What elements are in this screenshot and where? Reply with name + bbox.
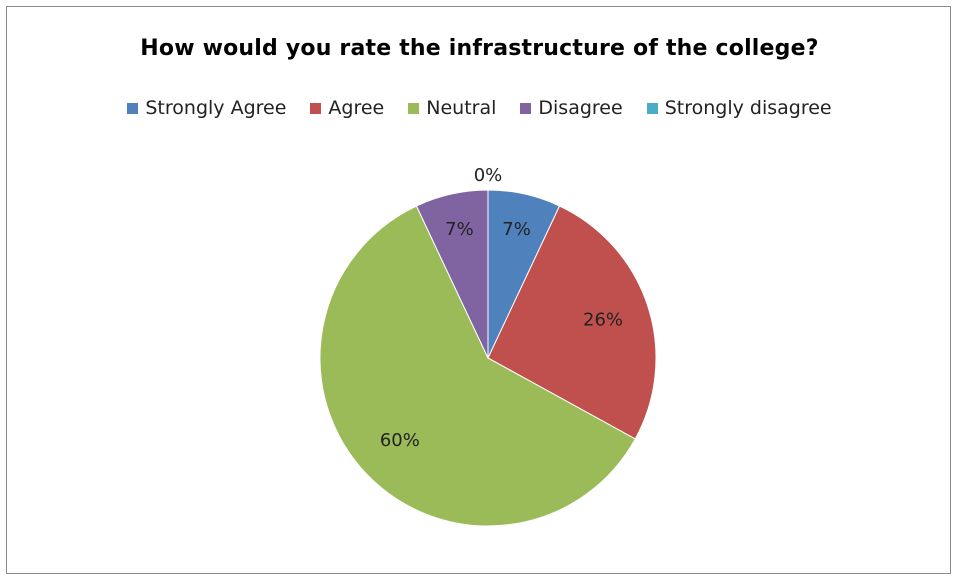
legend-item-agree: Agree xyxy=(310,97,384,119)
legend-swatch xyxy=(127,102,139,114)
chart-legend: Strongly Agree Agree Neutral Disagree Strong… xyxy=(0,97,959,119)
legend-item-strongly-disagree: Strongly disagree xyxy=(646,97,832,119)
legend-label: Neutral xyxy=(426,97,497,119)
legend-label: Agree xyxy=(328,97,385,119)
data-label-neutral: 60% xyxy=(380,430,420,451)
pie-slice-neutral xyxy=(319,205,636,527)
legend-swatch xyxy=(646,102,658,114)
legend-label: Strongly disagree xyxy=(664,97,832,119)
data-label-strongly-agree: 7% xyxy=(502,219,531,240)
chart-title: How would you rate the infrastructure of… xyxy=(140,36,819,61)
data-label-agree: 26% xyxy=(583,310,623,331)
legend-item-disagree: Disagree xyxy=(520,97,623,119)
legend-swatch xyxy=(310,102,322,114)
legend-label: Disagree xyxy=(538,97,623,119)
legend-swatch xyxy=(408,102,420,114)
legend-item-neutral: Neutral xyxy=(408,97,496,119)
data-label-strongly-disagree: 0% xyxy=(474,165,503,186)
pie-slice-disagree xyxy=(415,189,489,359)
legend-label: Strongly Agree xyxy=(145,97,287,119)
legend-item-strongly-agree: Strongly Agree xyxy=(127,97,286,119)
legend-swatch xyxy=(520,102,532,114)
data-label-disagree: 7% xyxy=(445,219,474,240)
